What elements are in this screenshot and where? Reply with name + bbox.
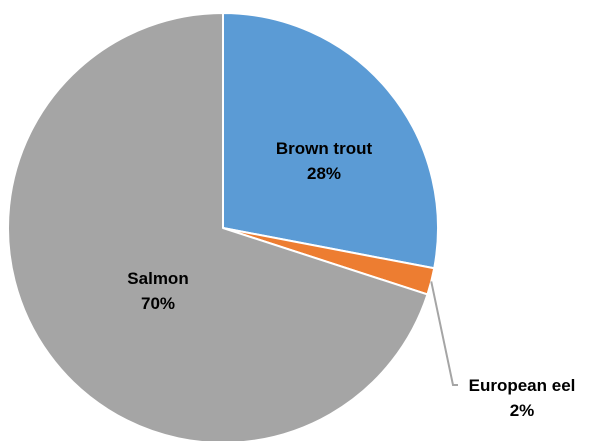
data-label-value-european-eel: 2% [510,401,535,420]
data-label-value-salmon: 70% [141,294,175,313]
data-labels: Brown trout 28% European eel 2% Salmon 70% [127,139,575,420]
pie-slice-salmon [7,12,429,441]
data-label-name-european-eel: European eel [469,376,576,395]
leader-lines [430,281,458,386]
data-label-name-brown-trout: Brown trout [276,139,373,158]
leader-line-european-eel [430,281,458,386]
pie-slice-brown-trout [222,12,439,270]
data-label-name-salmon: Salmon [127,269,188,288]
pie-slices [7,12,439,441]
data-label-value-brown-trout: 28% [307,164,341,183]
